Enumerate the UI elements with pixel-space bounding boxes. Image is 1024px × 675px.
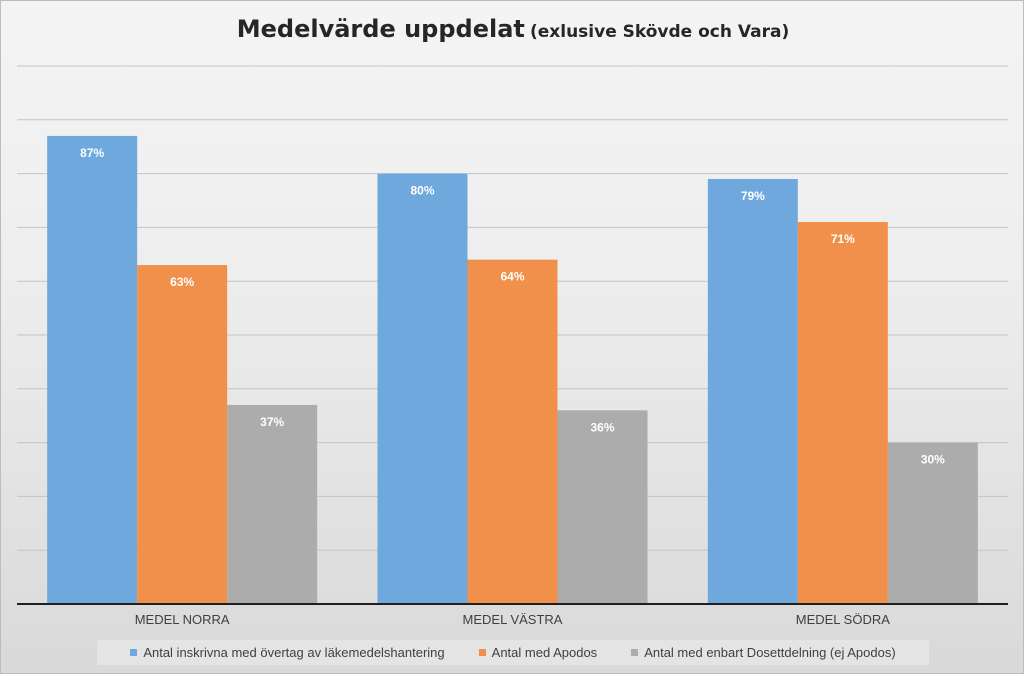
category-label-sodra: MEDEL SÖDRA [796,612,890,627]
legend-item-series-3: Antal med enbart Dosettdelning (ej Apodo… [631,645,896,660]
legend-swatch [631,649,639,656]
bar-norra-series-1 [47,135,138,604]
legend-item-series-2: Antal med Apodos [478,645,598,660]
data-label: 36% [590,420,614,434]
data-label: 37% [260,415,284,429]
data-label: 87% [80,146,104,160]
bar-sodra-series-2 [797,222,888,604]
category-label-norra: MEDEL NORRA [135,612,230,627]
bar-vastra-series-1 [377,173,468,604]
bar-norra-series-3 [227,404,318,604]
bar-norra-series-2 [137,265,228,604]
legend: Antal inskrivna med övertag av läkemedel… [97,640,929,665]
data-label: 30% [921,453,945,467]
bar-vastra-series-2 [467,259,558,604]
data-label: 64% [500,270,524,284]
legend-item-series-1: Antal inskrivna med övertag av läkemedel… [130,645,445,660]
bar-sodra-series-3 [887,442,978,604]
data-label: 79% [741,189,765,203]
category-label-vastra: MEDEL VÄSTRA [463,612,563,627]
data-label: 63% [170,275,194,289]
legend-label: Antal inskrivna med övertag av läkemedel… [143,645,445,660]
chart-title-main: Medelvärde uppdelat [236,15,525,43]
legend-label: Antal med Apodos [491,645,598,660]
data-label: 80% [410,184,434,198]
chart-subtitle: (exlusive Skövde och Vara) [529,22,790,42]
bar-sodra-series-1 [707,178,798,605]
legend-swatch [130,649,138,656]
legend-label: Antal med enbart Dosettdelning (ej Apodo… [644,645,896,660]
bar-vastra-series-3 [557,410,648,604]
chart-title: Medelvärde uppdelat (exlusive Skövde och… [1,15,1024,43]
data-label: 71% [831,232,855,246]
legend-swatch [478,649,486,656]
